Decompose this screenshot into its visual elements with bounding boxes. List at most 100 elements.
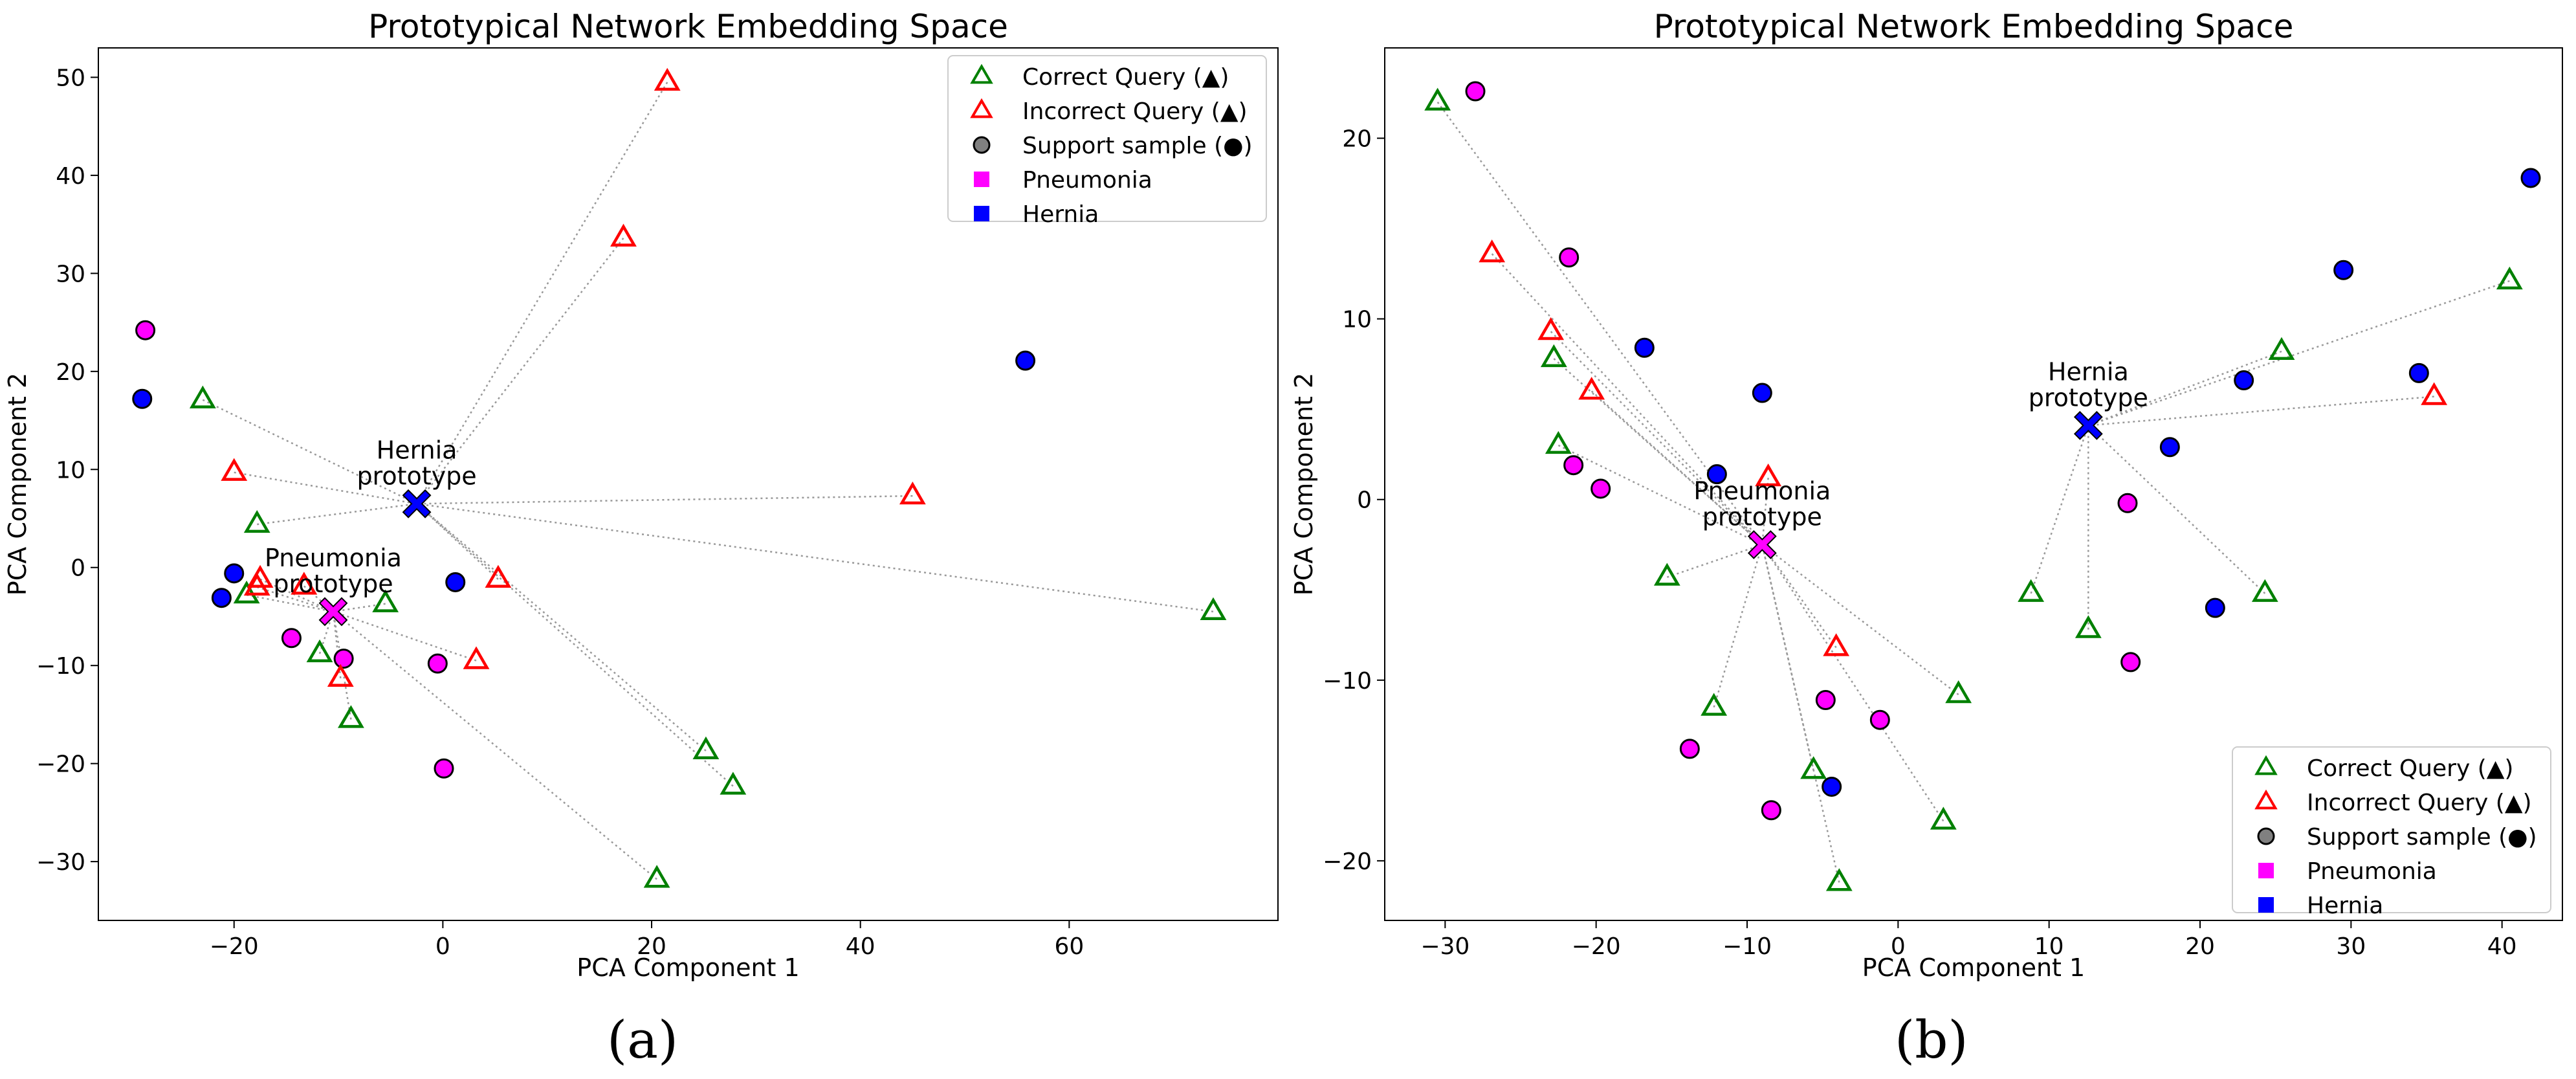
prototype-label: prototype bbox=[273, 570, 393, 598]
query-connector-line bbox=[1591, 390, 1763, 546]
incorrect-query-point bbox=[463, 646, 490, 669]
query-connector-line bbox=[2087, 425, 2266, 594]
correct-query-point bbox=[1200, 597, 1227, 620]
correct-query-point bbox=[1945, 680, 1972, 704]
support-sample-point bbox=[1465, 81, 1486, 102]
correct-query-point bbox=[720, 772, 747, 795]
plot-frame bbox=[98, 47, 1279, 921]
x-tick-label: −10 bbox=[1723, 933, 1772, 960]
support-sample-point bbox=[1752, 383, 1772, 403]
chart-title: Prototypical Network Embedding Space bbox=[1654, 8, 2294, 45]
x-tick-label: −20 bbox=[1572, 933, 1621, 960]
query-connector-line bbox=[2087, 280, 2510, 427]
query-connector-line bbox=[257, 503, 417, 526]
support-sample-point bbox=[132, 388, 153, 409]
pneumonia-prototype-marker bbox=[1747, 530, 1777, 559]
incorrect-query-point bbox=[221, 458, 248, 481]
correct-query-point bbox=[243, 509, 270, 533]
support-sample-point bbox=[1563, 455, 1584, 476]
query-connector-line bbox=[416, 503, 734, 787]
correct-query-point bbox=[306, 639, 333, 663]
prototype-label: Hernia bbox=[2048, 357, 2129, 386]
y-tick-label: 50 bbox=[56, 65, 85, 91]
query-connector-line bbox=[333, 610, 657, 880]
hernia-prototype-marker bbox=[402, 489, 432, 518]
query-connector-line bbox=[1761, 544, 1959, 696]
support-sample-point bbox=[135, 320, 156, 340]
support-sample-point bbox=[1706, 464, 1727, 485]
query-connector-line bbox=[1761, 478, 1769, 545]
correct-query-point bbox=[1424, 87, 1451, 111]
y-tick-label: 20 bbox=[56, 359, 85, 386]
plot-frame bbox=[1384, 47, 2563, 921]
legend-support-marker bbox=[973, 136, 991, 154]
query-connector-line bbox=[1550, 331, 1763, 546]
legend: Correct Query (▲) Incorrect Query (▲) Supp… bbox=[2232, 746, 2551, 919]
query-connector-line bbox=[416, 503, 499, 580]
query-connector-line bbox=[333, 610, 477, 662]
legend-incorrect-marker bbox=[2254, 789, 2278, 810]
legend-pneumonia-marker bbox=[974, 172, 989, 187]
incorrect-query-point bbox=[327, 663, 354, 687]
query-connector-line bbox=[1761, 544, 1840, 883]
support-sample-point bbox=[2520, 168, 2541, 188]
x-tick-label: 30 bbox=[2336, 933, 2366, 960]
x-tick-label: 40 bbox=[2487, 933, 2517, 960]
support-sample-point bbox=[211, 588, 232, 608]
support-sample-point bbox=[1679, 739, 1700, 759]
x-tick-label: 60 bbox=[1054, 933, 1084, 960]
legend-label: Correct Query (▲) bbox=[2307, 755, 2513, 782]
support-sample-point bbox=[1015, 350, 1036, 371]
correct-query-point bbox=[372, 589, 399, 612]
panel-b-caption: (b) bbox=[1895, 1010, 1968, 1070]
correct-query-point bbox=[643, 865, 670, 888]
support-sample-point bbox=[427, 653, 448, 674]
x-tick-label: 0 bbox=[435, 933, 450, 960]
incorrect-query-point bbox=[2421, 382, 2448, 405]
prototype-label: prototype bbox=[357, 462, 476, 490]
hernia-prototype-marker bbox=[2073, 410, 2103, 440]
legend-label: Support sample (●) bbox=[1022, 133, 1253, 159]
correct-query-point bbox=[1701, 693, 1728, 716]
support-sample-point bbox=[333, 649, 354, 669]
query-connector-line bbox=[2087, 350, 2282, 427]
legend-support-marker bbox=[2257, 827, 2275, 845]
correct-query-point bbox=[189, 385, 216, 408]
panel-a-caption: (a) bbox=[607, 1010, 679, 1070]
correct-query-point bbox=[1930, 806, 1957, 830]
legend-label: Pneumonia bbox=[2307, 858, 2437, 885]
query-connector-line bbox=[333, 603, 386, 613]
legend-correct-marker bbox=[2254, 755, 2278, 775]
x-tick-label: 20 bbox=[2185, 933, 2215, 960]
legend: Correct Query (▲) Incorrect Query (▲) Supp… bbox=[947, 55, 1267, 228]
legend-label: Hernia bbox=[1022, 201, 1099, 228]
support-sample-point bbox=[1822, 776, 1842, 797]
y-tick-label: 30 bbox=[56, 261, 85, 287]
chart-title: Prototypical Network Embedding Space bbox=[368, 8, 1008, 45]
correct-query-point bbox=[1540, 344, 1567, 368]
support-sample-point bbox=[2205, 597, 2225, 618]
y-tick-label: 40 bbox=[56, 163, 85, 190]
support-sample-point bbox=[281, 628, 302, 649]
incorrect-query-point bbox=[610, 223, 637, 247]
query-connector-line bbox=[1666, 544, 1763, 578]
correct-query-point bbox=[338, 705, 364, 728]
query-connector-line bbox=[1558, 444, 1763, 546]
query-connector-line bbox=[417, 495, 913, 505]
support-sample-point bbox=[224, 563, 245, 584]
query-connector-line bbox=[416, 503, 1214, 613]
legend-pneumonia-marker bbox=[2258, 863, 2274, 878]
incorrect-query-point bbox=[485, 564, 512, 588]
x-axis-label: PCA Component 1 bbox=[577, 953, 799, 982]
x-tick-label: 20 bbox=[637, 933, 666, 960]
legend-box bbox=[2232, 746, 2551, 913]
correct-query-point bbox=[1653, 562, 1680, 586]
support-sample-point bbox=[1815, 690, 1836, 711]
correct-query-point bbox=[2251, 579, 2278, 602]
query-connector-line bbox=[1761, 544, 1814, 771]
prototype-label: Pneumonia bbox=[265, 544, 402, 572]
incorrect-query-point bbox=[1479, 239, 1506, 263]
legend-label: Hernia bbox=[2307, 893, 2383, 919]
y-tick-label: −30 bbox=[36, 849, 85, 876]
